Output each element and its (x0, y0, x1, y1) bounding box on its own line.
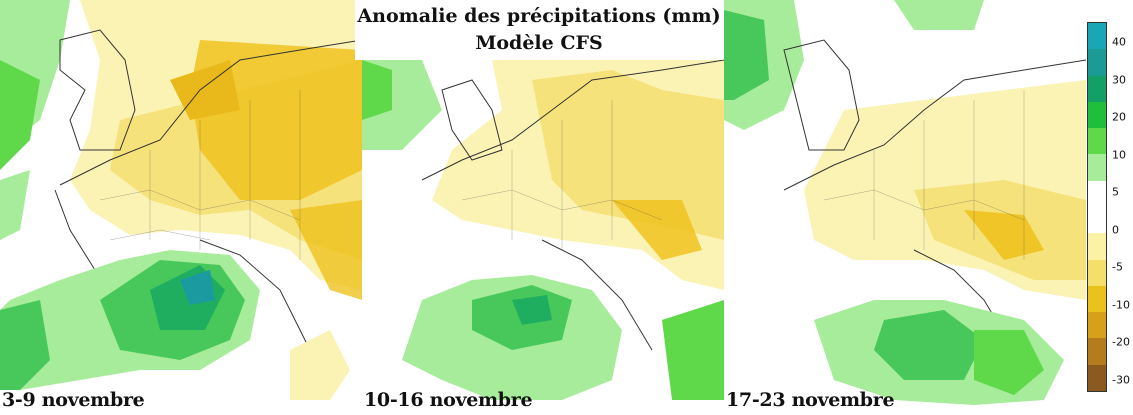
legend-swatch (1088, 259, 1106, 287)
legend-tick-label: 5 (1112, 185, 1119, 199)
legend-swatch (1088, 312, 1106, 339)
period-label-1: 3-9 novembre (2, 389, 145, 411)
map-panel-1-graphic (0, 0, 362, 415)
title-line-2: Modèle CFS (475, 32, 603, 54)
legend-swatch (1088, 180, 1106, 208)
map-title: Anomalie des précipitations (mm) Modèle … (355, 0, 723, 60)
map-panel-2-graphic (362, 0, 724, 415)
title-line-1: Anomalie des précipitations (mm) (357, 5, 721, 27)
legend-swatch (1088, 233, 1106, 261)
map-panel-3: 17-23 novembre (724, 0, 1086, 415)
legend-swatch (1088, 285, 1106, 313)
legend-color-bar (1087, 22, 1107, 392)
legend-tick-label: 30 (1112, 73, 1126, 86)
legend-tick-label: 10 (1112, 148, 1126, 161)
legend-tick-label: -10 (1112, 298, 1130, 311)
legend-tick-label: -30 (1112, 373, 1130, 386)
legend-swatch (1088, 101, 1106, 129)
map-panel-1: 3-9 novembre (0, 0, 362, 415)
map-panel-2: 10-16 novembre (362, 0, 724, 415)
legend-tick-label: -5 (1112, 260, 1123, 274)
legend-swatch (1088, 338, 1106, 366)
legend-swatch (1088, 128, 1106, 155)
legend-swatch (1088, 364, 1106, 392)
period-label-2: 10-16 novembre (364, 389, 533, 411)
legend-tick-label: -20 (1112, 335, 1130, 349)
color-legend: 40 30 20 10 5 0 -5 -10 -20 -30 (1083, 22, 1133, 392)
legend-swatch (1088, 207, 1106, 234)
map-panel-3-graphic (724, 0, 1086, 415)
legend-tick-label: 20 (1112, 110, 1126, 124)
legend-swatch (1088, 154, 1106, 182)
legend-swatch (1088, 49, 1106, 77)
legend-tick-label: 0 (1112, 223, 1119, 236)
legend-swatch (1088, 23, 1106, 50)
legend-tick-label: 40 (1112, 35, 1126, 49)
legend-swatch (1088, 75, 1106, 103)
period-label-3: 17-23 novembre (726, 389, 895, 411)
